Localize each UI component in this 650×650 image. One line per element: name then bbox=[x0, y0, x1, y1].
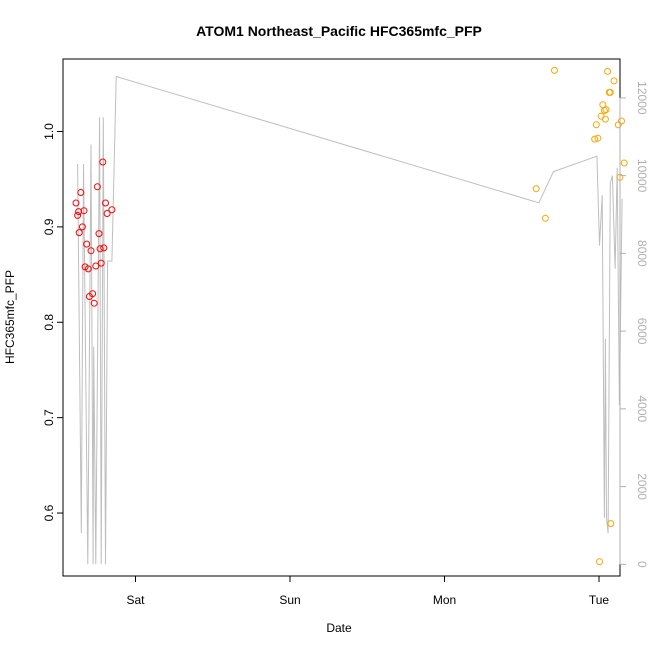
data-point-orange bbox=[532, 185, 540, 193]
data-point-red bbox=[78, 223, 86, 231]
y-axis-right: 0 2000 4000 6000 8000 10000 12000 bbox=[619, 81, 649, 568]
data-point-orange bbox=[606, 88, 614, 96]
data-point-orange bbox=[594, 134, 602, 142]
data-point-orange bbox=[541, 214, 549, 222]
data-point-orange bbox=[607, 520, 615, 527]
y2-tick-label: 4000 bbox=[635, 395, 649, 422]
data-point-red bbox=[95, 230, 103, 238]
altitude-series bbox=[77, 75, 623, 565]
x-axis: Sat Sun Mon Tue bbox=[126, 575, 610, 607]
data-point-red bbox=[74, 211, 82, 219]
data-point-orange bbox=[620, 159, 628, 167]
data-point-red bbox=[103, 210, 111, 217]
data-point-orange bbox=[596, 558, 603, 566]
x-axis-label: Date bbox=[326, 621, 352, 635]
data-point-red bbox=[108, 206, 116, 214]
y2-tick-label: 6000 bbox=[635, 318, 649, 345]
data-point-red bbox=[100, 244, 108, 252]
chart-title: ATOM1 Northeast_Pacific HFC365mfc_PFP bbox=[196, 23, 482, 39]
x-tick-label: Sun bbox=[279, 593, 300, 607]
y-tick-label: 0.8 bbox=[42, 314, 56, 331]
y2-tick-label: 2000 bbox=[635, 473, 649, 500]
y-tick-label: 1.0 bbox=[42, 123, 56, 140]
y2-tick-label: 10000 bbox=[635, 159, 649, 193]
y2-tick-label: 12000 bbox=[635, 81, 649, 115]
data-point-orange bbox=[601, 115, 609, 123]
data-point-orange bbox=[618, 117, 625, 125]
data-point-red bbox=[93, 183, 101, 191]
x-tick-label: Mon bbox=[433, 593, 456, 607]
data-point-orange bbox=[592, 121, 600, 129]
data-point-red bbox=[75, 229, 83, 237]
data-point-red bbox=[89, 290, 97, 298]
data-points bbox=[72, 66, 628, 566]
data-point-orange bbox=[604, 67, 612, 75]
x-tick-label: Sat bbox=[126, 593, 145, 607]
x-tick-label: Tue bbox=[589, 593, 610, 607]
data-point-orange bbox=[610, 77, 618, 85]
plot-frame bbox=[62, 58, 621, 577]
data-point-red bbox=[80, 207, 88, 215]
data-point-orange bbox=[591, 135, 599, 143]
data-point-red bbox=[83, 240, 91, 248]
data-point-red bbox=[87, 247, 95, 255]
data-point-orange bbox=[602, 106, 610, 114]
altitude-line bbox=[77, 75, 623, 565]
y-tick-label: 0.7 bbox=[42, 409, 56, 426]
y2-tick-label: 0 bbox=[635, 561, 649, 568]
data-point-red bbox=[72, 199, 80, 207]
data-point-orange bbox=[551, 66, 558, 74]
y-axis-left: 0.6 0.7 0.8 0.9 1.0 bbox=[42, 123, 64, 521]
data-point-red bbox=[92, 262, 100, 270]
data-point-red bbox=[96, 245, 104, 253]
y-axis-label: HFC365mfc_PFP bbox=[3, 270, 17, 364]
data-point-red bbox=[84, 265, 92, 273]
y2-tick-label: 8000 bbox=[635, 240, 649, 267]
data-point-red bbox=[99, 158, 107, 166]
data-point-red bbox=[77, 189, 85, 196]
data-point-red bbox=[90, 299, 98, 307]
y-tick-label: 0.6 bbox=[42, 504, 56, 521]
y-tick-label: 0.9 bbox=[42, 218, 56, 235]
data-point-red bbox=[102, 199, 109, 207]
data-point-red bbox=[97, 259, 105, 267]
data-point-orange bbox=[597, 112, 605, 120]
